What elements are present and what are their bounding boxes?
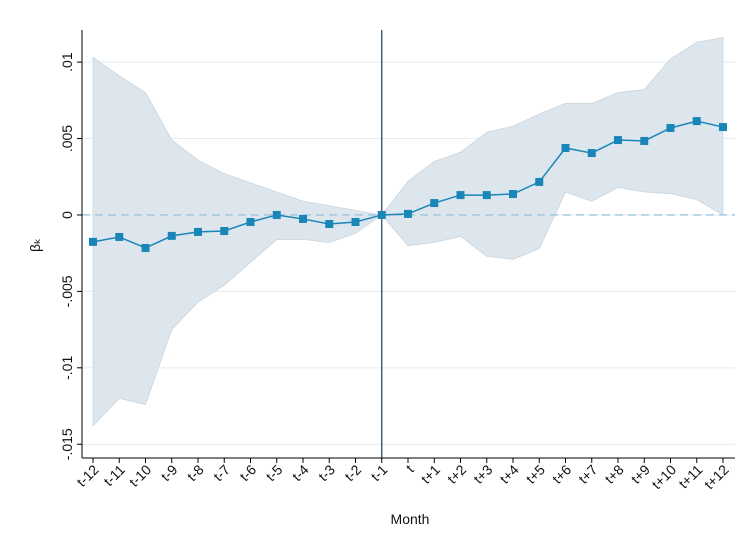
- y-tick-label: -.01: [59, 356, 75, 380]
- marker: [430, 199, 439, 208]
- marker: [404, 209, 412, 218]
- marker: [351, 217, 360, 226]
- marker: [167, 231, 176, 240]
- x-tick-label: t+10: [648, 461, 679, 492]
- x-tick-label: t-12: [73, 461, 102, 490]
- marker: [89, 237, 97, 246]
- x-tick-label: t+6: [549, 461, 575, 487]
- y-tick-label: 0: [59, 211, 75, 219]
- x-tick-label: t-9: [158, 461, 181, 484]
- marker: [141, 243, 150, 252]
- x-tick-label: t+7: [575, 461, 601, 487]
- marker: [220, 227, 229, 236]
- y-axis-title: βₖ: [27, 238, 43, 252]
- x-tick-label: t+11: [675, 461, 705, 491]
- y-tick-label: .005: [59, 125, 75, 152]
- x-tick-label: t-1: [368, 461, 391, 484]
- marker: [535, 177, 544, 186]
- marker: [272, 210, 281, 219]
- y-tick-label: -.015: [59, 428, 75, 460]
- x-tick-label: t-2: [341, 461, 364, 484]
- x-tick-label: t-3: [315, 461, 338, 484]
- marker: [377, 210, 386, 219]
- marker: [194, 227, 202, 236]
- x-tick-label: t-8: [184, 461, 207, 484]
- x-tick-label: t+4: [496, 461, 522, 487]
- marker: [561, 144, 570, 153]
- marker: [115, 232, 124, 241]
- x-tick-label: t-7: [210, 461, 233, 484]
- marker: [640, 136, 649, 145]
- x-tick-label: t-4: [289, 461, 312, 484]
- x-tick-label: t+3: [470, 461, 496, 487]
- x-tick-label: t: [403, 461, 417, 475]
- marker: [509, 190, 517, 199]
- marker: [456, 191, 465, 200]
- y-tick-label: .01: [59, 52, 75, 72]
- x-tick-label: t+12: [701, 461, 732, 492]
- marker: [692, 117, 701, 126]
- x-tick-label: t-11: [100, 461, 128, 489]
- marker: [299, 214, 307, 223]
- x-tick-label: t+2: [444, 461, 470, 487]
- x-tick-label: t+5: [523, 461, 549, 487]
- marker: [325, 219, 334, 228]
- x-tick-label: t-6: [236, 461, 259, 484]
- marker: [666, 123, 675, 132]
- y-tick-label: -.005: [59, 275, 75, 307]
- x-tick-label: t+1: [418, 461, 444, 487]
- marker: [482, 191, 491, 200]
- x-tick-label: t+8: [601, 461, 627, 487]
- marker: [614, 136, 622, 145]
- marker: [719, 123, 727, 132]
- marker: [587, 149, 596, 158]
- x-tick-label: t-5: [263, 461, 286, 484]
- marker: [246, 217, 255, 226]
- x-tick-label: t-10: [126, 461, 155, 490]
- x-axis-title: Month: [391, 511, 430, 527]
